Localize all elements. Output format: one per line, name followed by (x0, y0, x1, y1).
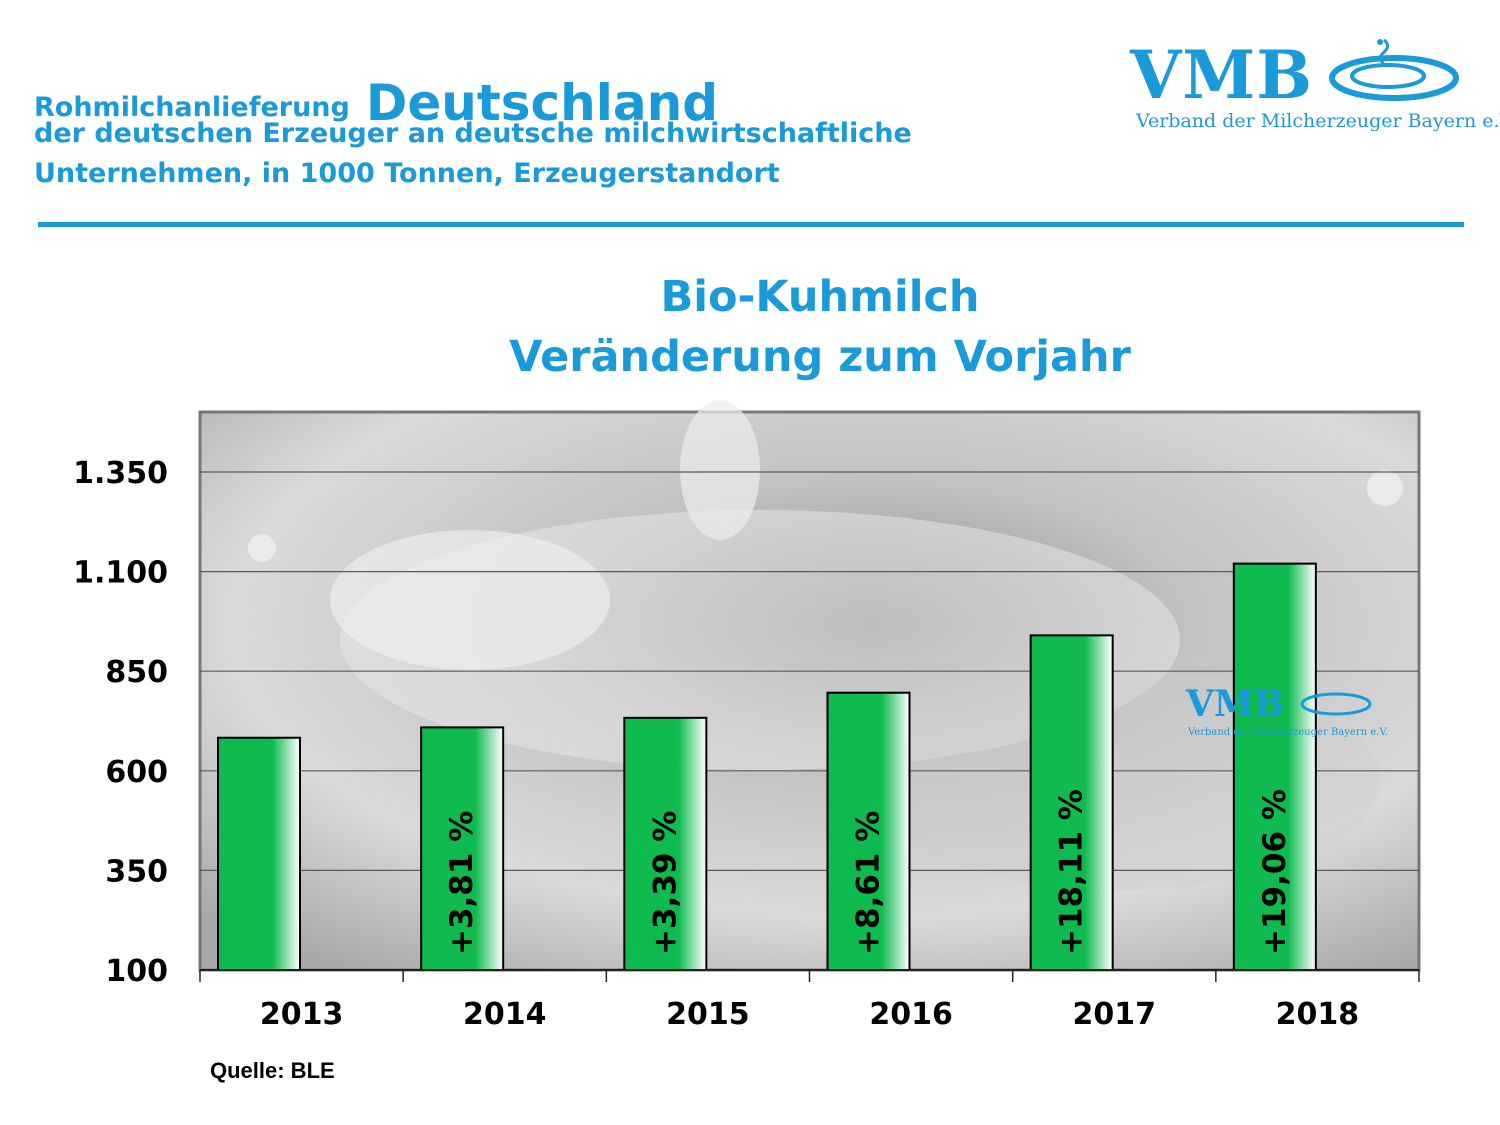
header-line-1: Rohmilchanlieferung Deutschland (34, 70, 718, 132)
bar (217, 736, 301, 971)
x-tick-label: 2017 (1073, 997, 1157, 1032)
bar-value-label: +3,39 % (647, 811, 683, 955)
header-divider (38, 222, 1464, 227)
bar (623, 716, 708, 971)
y-tick-label: 600 (105, 755, 168, 790)
y-axis-ticks: 100 350 600 850 1.100 1.350 (73, 456, 168, 989)
bar-value-labels: +3,81 % +3,39 % +8,61 % +18,11 % +19,06 % (444, 789, 1293, 955)
grid-lines (200, 471, 1419, 872)
x-tick-label: 2016 (869, 997, 953, 1032)
swirl-icon (1329, 38, 1459, 101)
plot-background (198, 400, 1421, 972)
x-tick-label: 2014 (463, 997, 547, 1032)
bars (217, 562, 1317, 972)
svg-text:Verband der Milcherzeuger Baye: Verband der Milcherzeuger Bayern e.V. (1187, 727, 1388, 738)
bar (1029, 634, 1114, 971)
watermark-logo: VMB Verband der Milcherzeuger Bayern e.V… (1185, 683, 1388, 738)
x-tick-label: 2013 (260, 997, 344, 1032)
header-small-title: Rohmilchanlieferung (34, 92, 350, 123)
y-tick-label: 1.350 (73, 456, 168, 491)
y-tick-label: 1.100 (73, 556, 168, 591)
bar-value-label: +3,81 % (444, 811, 480, 955)
vmb-logo: VMB Verband der Milcherzeuger Bayern e.V… (1130, 36, 1500, 146)
y-tick-label: 100 (105, 954, 168, 989)
header-line-2: der deutschen Erzeuger an deutsche milch… (34, 118, 912, 149)
header-line-3: Unternehmen, in 1000 Tonnen, Erzeugersta… (34, 158, 780, 189)
bar-value-label: +8,61 % (851, 811, 887, 955)
svg-text:VMB: VMB (1185, 683, 1284, 725)
bar-value-label: +19,06 % (1257, 789, 1293, 955)
logo-subtitle: Verband der Milcherzeuger Bayern e.V. (1136, 110, 1500, 132)
y-tick-label: 850 (105, 655, 168, 690)
x-tick-label: 2015 (666, 997, 750, 1032)
bar-value-label: +18,11 % (1054, 789, 1090, 955)
chart-title: Bio-Kuhmilch (660, 272, 980, 322)
logo-text: VMB (1130, 36, 1314, 114)
x-tick-label: 2018 (1276, 997, 1360, 1032)
source-note: Quelle: BLE (210, 1058, 335, 1083)
header-big-title: Deutschland (365, 74, 719, 132)
x-axis-ticks: 2013 2014 2015 2016 2017 2018 (260, 997, 1359, 1032)
x-axis (199, 969, 1420, 982)
chart-subtitle: Veränderung zum Vorjahr (509, 332, 1131, 382)
bar (1232, 562, 1317, 972)
y-tick-label: 350 (105, 854, 168, 889)
